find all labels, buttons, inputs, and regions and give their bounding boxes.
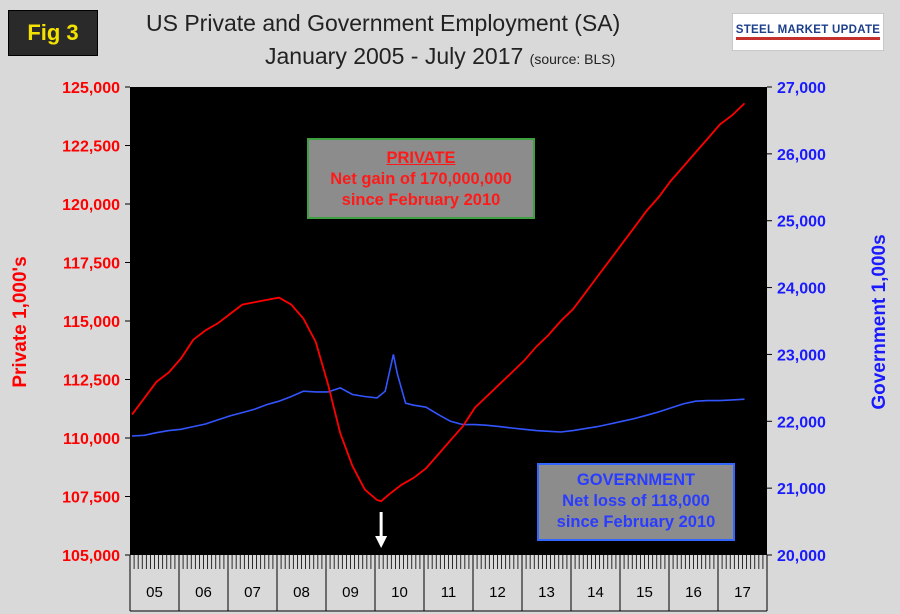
left-axis-title: Private 1,000's (10, 256, 31, 387)
right-axis: 27,000 26,000 25,000 24,000 23,000 22,000 21,0… (767, 80, 826, 565)
government-annotation-line2: since February 2010 (556, 513, 716, 531)
left-axis: 125,000 122,500 120,000 117,500 115,000 112,5… (62, 80, 130, 565)
right-tick-label: 23,000 (777, 347, 826, 364)
private-annotation-heading: PRIVATE (386, 149, 456, 167)
february-2010-arrow (375, 512, 388, 548)
x-tick-label: 15 (636, 584, 653, 601)
government-annotation-heading: GOVERNMENT (576, 471, 696, 489)
right-tick-label: 21,000 (777, 481, 826, 498)
private-annotation-line2: since February 2010 (341, 191, 501, 209)
right-tick-label: 25,000 (777, 214, 826, 231)
left-tick-label: 115,000 (63, 314, 120, 331)
x-tick-label: 16 (685, 584, 702, 601)
steel-market-update-logo: STEEL MARKET UPDATE (733, 14, 883, 50)
x-tick-label: 09 (342, 584, 359, 601)
arrow-head (375, 536, 388, 548)
x-tick-label: 06 (195, 584, 212, 601)
x-tick-label: 11 (441, 584, 457, 601)
right-tick-label: 27,000 (777, 80, 826, 97)
chart-date-range: January 2005 - July 2017 (265, 43, 524, 69)
x-tick-label: 14 (587, 584, 604, 601)
private-annotation-line1: Net gain of 170,000,000 (330, 170, 512, 188)
left-tick-label: 110,000 (63, 431, 120, 448)
government-series-line (131, 354, 745, 437)
left-tick-label: 112,500 (63, 373, 120, 390)
chart-title: US Private and Government Employment (SA… (146, 10, 621, 36)
figure-badge: Fig 3 (8, 10, 98, 56)
left-tick-label: 120,000 (62, 197, 120, 214)
x-tick-label: 05 (146, 584, 163, 601)
chart-source: (source: BLS) (529, 51, 616, 67)
right-tick-label: 26,000 (777, 147, 826, 164)
x-tick-label: 10 (391, 584, 408, 601)
right-tick-label: 24,000 (777, 281, 826, 298)
private-annotation: PRIVATE Net gain of 170,000,000 since Fe… (307, 138, 535, 219)
logo-text: STEEL MARKET UPDATE (735, 24, 881, 40)
private-series-line (131, 102, 746, 503)
right-tick-label: 20,000 (777, 548, 826, 565)
left-tick-label: 105,000 (62, 548, 120, 565)
right-axis-title: Government 1,000s (869, 234, 890, 409)
left-tick-label: 125,000 (62, 80, 120, 97)
x-tick-label: 12 (489, 584, 506, 601)
x-tick-label: 07 (244, 584, 261, 601)
left-tick-label: 117,500 (63, 256, 120, 273)
x-axis: 05 06 07 08 09 10 11 12 13 14 15 16 17 (129, 555, 768, 612)
x-tick-label: 13 (538, 584, 555, 601)
government-annotation: GOVERNMENT Net loss of 118,000 since Feb… (537, 463, 735, 541)
right-tick-label: 22,000 (777, 414, 826, 431)
government-annotation-line1: Net loss of 118,000 (562, 492, 710, 510)
x-tick-label: 17 (734, 584, 751, 601)
left-tick-label: 122,500 (62, 139, 120, 156)
chart-subtitle-line: January 2005 - July 2017 (source: BLS) (265, 43, 615, 70)
x-tick-label: 08 (293, 584, 310, 601)
left-tick-label: 107,500 (62, 490, 120, 507)
